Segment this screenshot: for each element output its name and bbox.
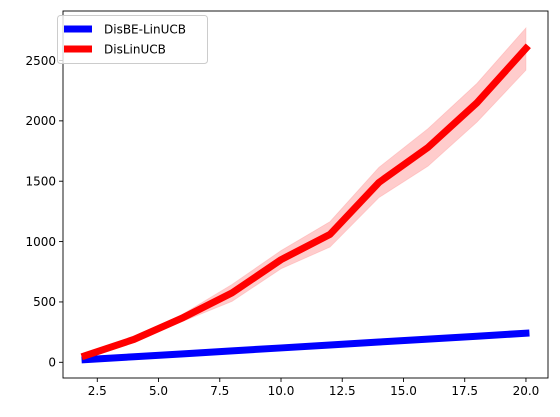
series-line-disbe-linucb [81, 329, 530, 364]
y-tick-label: 2000 [25, 114, 56, 128]
x-tick-label: 10.0 [268, 384, 295, 398]
legend-box [57, 15, 208, 64]
plot-frame [62, 10, 549, 379]
legend: DisBE-LinUCB DisLinUCB [57, 15, 208, 64]
x-tick-label: 5.0 [149, 384, 168, 398]
x-tick-label: 17.5 [451, 384, 478, 398]
y-tick-label: 1000 [25, 235, 56, 249]
legend-label: DisBE-LinUCB [104, 22, 186, 36]
y-tick-label: 1500 [25, 175, 56, 189]
legend-label: DisLinUCB [104, 42, 166, 56]
y-tick-label: 0 [48, 356, 56, 370]
x-tick-label: 20.0 [513, 384, 540, 398]
y-tick-label: 500 [33, 295, 56, 309]
x-tick-label: 2.5 [88, 384, 107, 398]
x-tick-label: 15.0 [390, 384, 417, 398]
x-tick-label: 7.5 [210, 384, 229, 398]
series-line-dislinucb [80, 43, 531, 361]
x-tick-label: 12.5 [329, 384, 356, 398]
y-tick-label: 2500 [25, 54, 56, 68]
confidence-band-dislinucb [84, 26, 527, 358]
